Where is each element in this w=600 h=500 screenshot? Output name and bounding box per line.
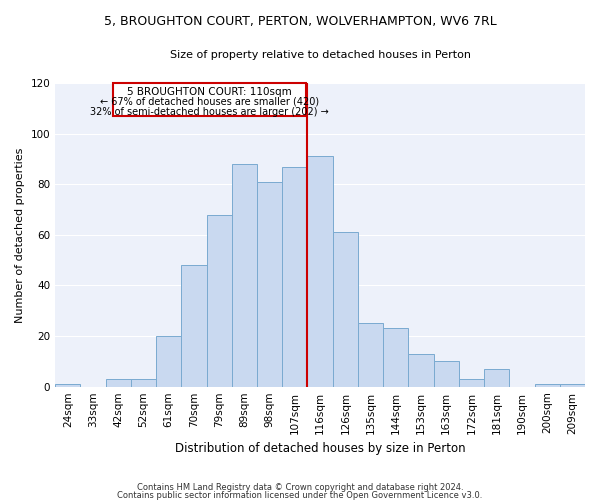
- Text: 32% of semi-detached houses are larger (202) →: 32% of semi-detached houses are larger (…: [91, 107, 329, 117]
- Bar: [282, 166, 307, 386]
- Text: Contains public sector information licensed under the Open Government Licence v3: Contains public sector information licen…: [118, 490, 482, 500]
- Bar: [307, 156, 332, 386]
- Bar: [106, 379, 131, 386]
- Text: ← 67% of detached houses are smaller (420): ← 67% of detached houses are smaller (42…: [100, 97, 319, 107]
- Bar: [206, 214, 232, 386]
- Text: 5, BROUGHTON COURT, PERTON, WOLVERHAMPTON, WV6 7RL: 5, BROUGHTON COURT, PERTON, WOLVERHAMPTO…: [104, 15, 496, 28]
- X-axis label: Distribution of detached houses by size in Perton: Distribution of detached houses by size …: [175, 442, 466, 455]
- Title: Size of property relative to detached houses in Perton: Size of property relative to detached ho…: [170, 50, 470, 60]
- Bar: [409, 354, 434, 386]
- Bar: [113, 83, 306, 116]
- Bar: [131, 379, 156, 386]
- Bar: [55, 384, 80, 386]
- Bar: [535, 384, 560, 386]
- Bar: [181, 265, 206, 386]
- Bar: [383, 328, 409, 386]
- Bar: [459, 379, 484, 386]
- Bar: [484, 369, 509, 386]
- Bar: [257, 182, 282, 386]
- Bar: [332, 232, 358, 386]
- Text: 5 BROUGHTON COURT: 110sqm: 5 BROUGHTON COURT: 110sqm: [127, 87, 292, 97]
- Text: Contains HM Land Registry data © Crown copyright and database right 2024.: Contains HM Land Registry data © Crown c…: [137, 484, 463, 492]
- Bar: [232, 164, 257, 386]
- Bar: [434, 362, 459, 386]
- Bar: [560, 384, 585, 386]
- Bar: [358, 324, 383, 386]
- Y-axis label: Number of detached properties: Number of detached properties: [15, 147, 25, 322]
- Bar: [156, 336, 181, 386]
